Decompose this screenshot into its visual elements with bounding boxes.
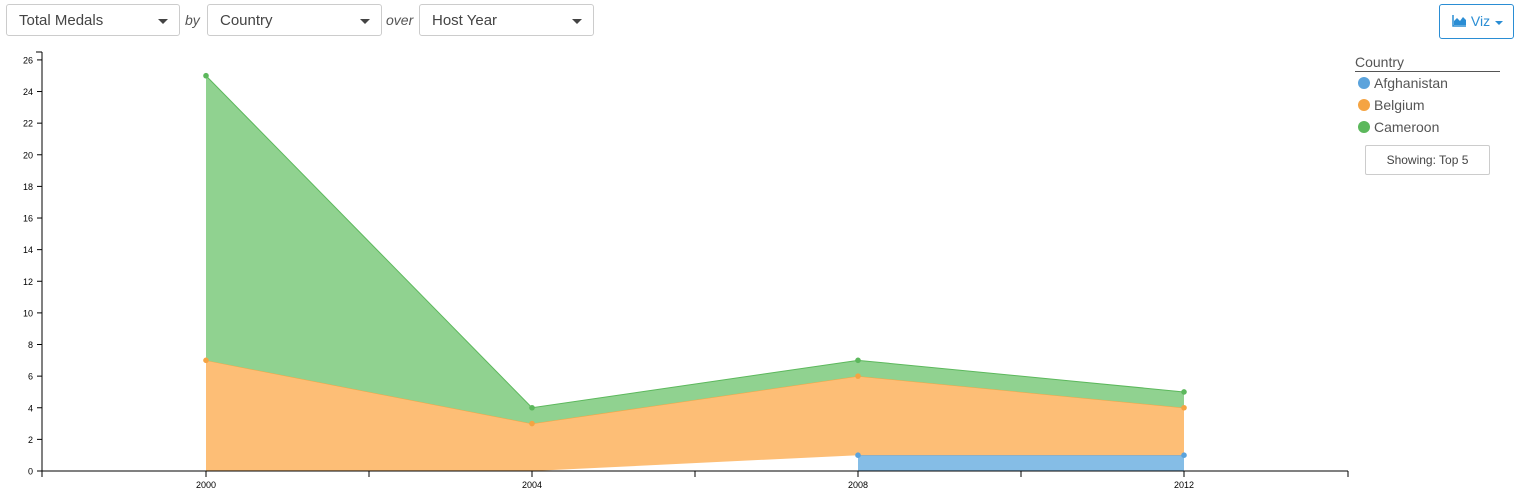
y-tick-label-18: 18 xyxy=(23,182,33,192)
area-chart-icon xyxy=(1452,15,1466,27)
y-tick-label-22: 22 xyxy=(23,119,33,129)
legend-dot xyxy=(1358,77,1370,89)
legend-item-label: Cameroon xyxy=(1374,119,1440,135)
x-tick-label-2000: 2000 xyxy=(196,480,216,490)
legend-item-cameroon[interactable]: Cameroon xyxy=(1355,116,1500,138)
legend-dot xyxy=(1358,121,1370,133)
line-cameroon xyxy=(205,75,1185,409)
point-layer xyxy=(203,72,1187,458)
y-tick-label-0: 0 xyxy=(28,467,33,477)
legend-item-label: Afghanistan xyxy=(1374,75,1448,91)
legend-item-belgium[interactable]: Belgium xyxy=(1355,94,1500,116)
y-tick-label-10: 10 xyxy=(23,308,33,318)
viz-button[interactable]: Viz xyxy=(1439,4,1514,39)
chevron-down-icon xyxy=(1495,21,1503,25)
x-tick-label-2012: 2012 xyxy=(1174,480,1194,490)
x-tick-label-2004: 2004 xyxy=(522,480,542,490)
legend-item-afghanistan[interactable]: Afghanistan xyxy=(1355,72,1500,94)
point-belgium-2012 xyxy=(1181,404,1187,411)
area-cameroon xyxy=(206,75,1184,424)
y-tick-label-4: 4 xyxy=(28,403,33,413)
legend-dot xyxy=(1358,99,1370,111)
legend-title: Country xyxy=(1355,54,1500,72)
series-layer xyxy=(205,75,1185,471)
point-afghanistan-2008 xyxy=(855,452,861,458)
legend-item-label: Belgium xyxy=(1374,97,1425,113)
legend: Country Afghanistan Belgium Cameroon xyxy=(1355,54,1500,138)
measure-dropdown-label: Total Medals xyxy=(19,12,104,29)
point-cameroon-2008 xyxy=(855,357,861,364)
chevron-down-icon xyxy=(158,19,168,24)
y-tick-label-14: 14 xyxy=(23,245,33,255)
by-label: by xyxy=(185,12,200,28)
y-tick-label-26: 26 xyxy=(23,55,33,65)
point-cameroon-2012 xyxy=(1181,389,1187,395)
area-belgium xyxy=(206,360,1184,471)
point-belgium-2008 xyxy=(855,373,861,379)
point-belgium-2004 xyxy=(529,420,535,427)
point-afghanistan-2012 xyxy=(1181,452,1187,458)
over-label: over xyxy=(386,12,414,28)
measure-dropdown[interactable]: Total Medals xyxy=(6,4,180,36)
x-tick-label-2008: 2008 xyxy=(848,480,868,490)
point-cameroon-2000 xyxy=(203,72,209,79)
y-tick-label-20: 20 xyxy=(23,150,33,160)
dimension-dropdown[interactable]: Country xyxy=(207,4,382,36)
toolbar: Total Medals by Country over Host Year V… xyxy=(0,0,1514,44)
y-tick-label-24: 24 xyxy=(23,87,33,97)
area-afghanistan xyxy=(858,455,1184,471)
y-tick-label-8: 8 xyxy=(28,340,33,350)
y-tick-label-6: 6 xyxy=(28,372,33,382)
point-belgium-2000 xyxy=(203,357,209,364)
dimension-dropdown-label: Country xyxy=(220,12,273,29)
point-cameroon-2004 xyxy=(529,404,535,411)
chevron-down-icon xyxy=(572,19,582,24)
y-tick-label-12: 12 xyxy=(23,277,33,287)
y-tick-label-2: 2 xyxy=(28,435,33,445)
viz-button-label: Viz xyxy=(1470,13,1491,29)
chevron-down-icon xyxy=(360,19,370,24)
showing-top-button[interactable]: Showing: Top 5 xyxy=(1365,145,1490,175)
time-dimension-dropdown-label: Host Year xyxy=(432,12,498,29)
y-tick-label-16: 16 xyxy=(23,214,33,224)
time-dimension-dropdown[interactable]: Host Year xyxy=(419,4,594,36)
